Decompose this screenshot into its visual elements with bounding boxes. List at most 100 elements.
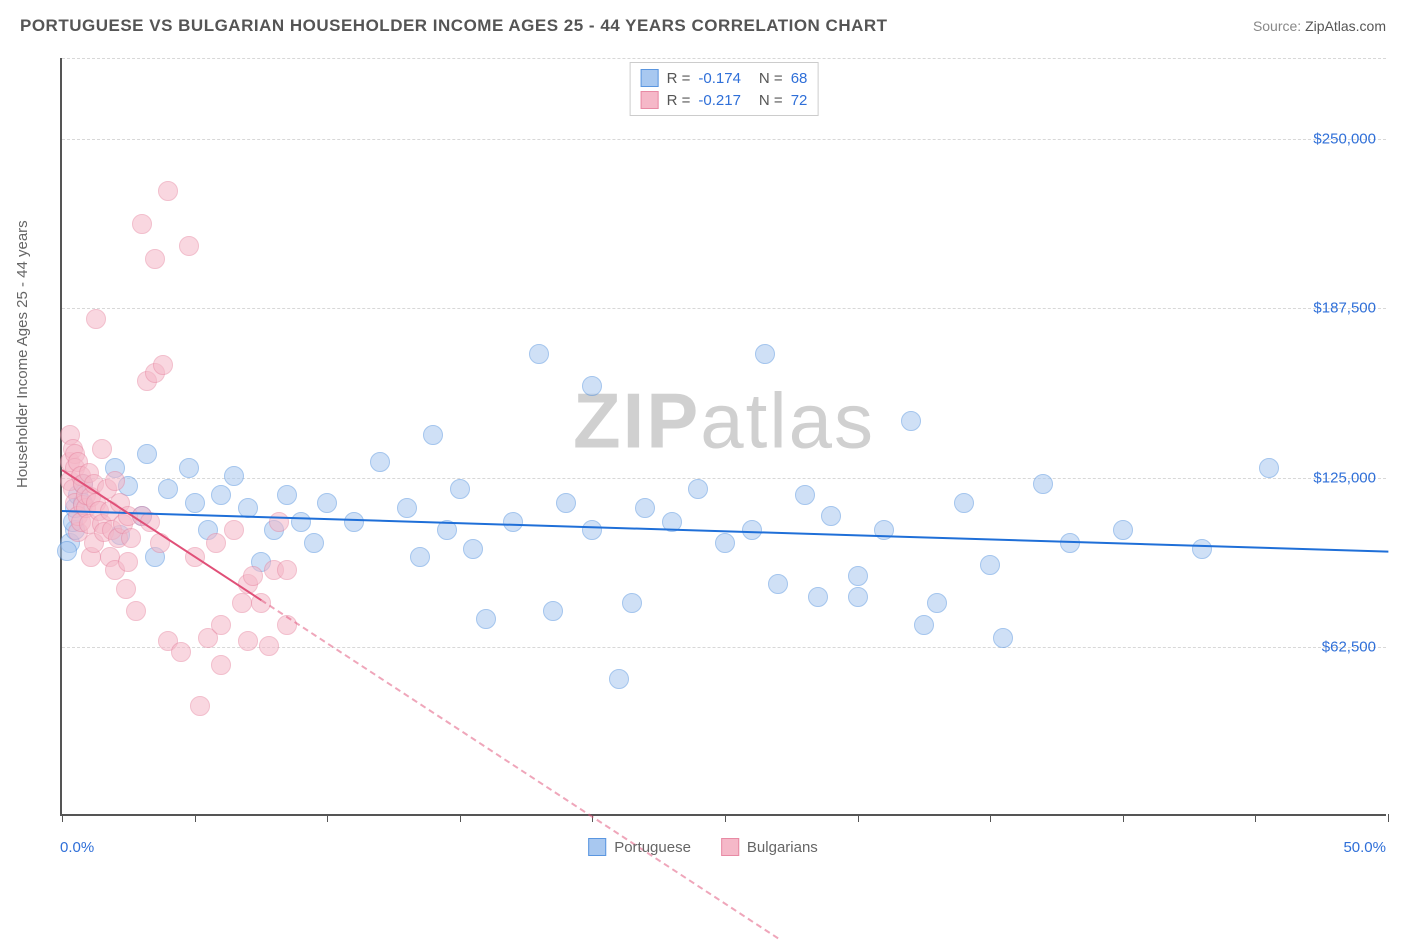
scatter-point xyxy=(397,498,417,518)
chart-title: PORTUGUESE VS BULGARIAN HOUSEHOLDER INCO… xyxy=(20,16,888,36)
scatter-point xyxy=(86,309,106,329)
x-axis-max-label: 50.0% xyxy=(1343,839,1386,856)
y-tick-label: $125,000 xyxy=(1313,469,1376,486)
scatter-point xyxy=(238,631,258,651)
scatter-point xyxy=(150,533,170,553)
scatter-point xyxy=(116,579,136,599)
x-tick xyxy=(1123,814,1124,822)
scatter-point xyxy=(137,444,157,464)
n-label: N = xyxy=(759,70,783,87)
scatter-point xyxy=(118,552,138,572)
legend-swatch xyxy=(641,91,659,109)
n-value: 68 xyxy=(791,70,808,87)
scatter-point xyxy=(132,214,152,234)
r-value: -0.174 xyxy=(698,70,741,87)
x-axis-min-label: 0.0% xyxy=(60,839,94,856)
scatter-point xyxy=(543,601,563,621)
scatter-point xyxy=(370,452,390,472)
scatter-point xyxy=(715,533,735,553)
scatter-point xyxy=(476,609,496,629)
legend-label: Bulgarians xyxy=(747,839,818,856)
scatter-point xyxy=(993,628,1013,648)
scatter-point xyxy=(1113,520,1133,540)
scatter-point xyxy=(179,458,199,478)
gridline xyxy=(62,478,1386,479)
scatter-point xyxy=(450,479,470,499)
scatter-point xyxy=(291,512,311,532)
source-attribution: Source: ZipAtlas.com xyxy=(1253,18,1386,34)
scatter-point xyxy=(190,696,210,716)
scatter-point xyxy=(269,512,289,532)
legend-item: Bulgarians xyxy=(721,838,818,856)
r-value: -0.217 xyxy=(698,92,741,109)
scatter-point xyxy=(277,485,297,505)
scatter-point xyxy=(153,355,173,375)
correlation-row: R = -0.217 N = 72 xyxy=(641,89,808,111)
scatter-point xyxy=(795,485,815,505)
scatter-point xyxy=(742,520,762,540)
scatter-point xyxy=(158,479,178,499)
scatter-point xyxy=(622,593,642,613)
scatter-point xyxy=(914,615,934,635)
scatter-point xyxy=(243,566,263,586)
scatter-point xyxy=(848,566,868,586)
legend-swatch xyxy=(588,838,606,856)
y-tick-label: $62,500 xyxy=(1322,638,1376,655)
source-label: Source: xyxy=(1253,18,1305,34)
source-value: ZipAtlas.com xyxy=(1305,18,1386,34)
scatter-point xyxy=(185,493,205,513)
scatter-point xyxy=(317,493,337,513)
gridline xyxy=(62,308,1386,309)
r-label: R = xyxy=(667,92,691,109)
scatter-point xyxy=(768,574,788,594)
scatter-point xyxy=(1060,533,1080,553)
scatter-point xyxy=(277,560,297,580)
scatter-point xyxy=(206,533,226,553)
scatter-point xyxy=(901,411,921,431)
scatter-point xyxy=(304,533,324,553)
scatter-point xyxy=(158,181,178,201)
scatter-point xyxy=(1259,458,1279,478)
chart-area: Householder Income Ages 25 - 44 years ZI… xyxy=(0,58,1406,858)
x-tick xyxy=(990,814,991,822)
x-tick xyxy=(460,814,461,822)
scatter-point xyxy=(145,249,165,269)
series-legend: PortugueseBulgarians xyxy=(588,838,818,856)
scatter-point xyxy=(635,498,655,518)
y-tick-label: $187,500 xyxy=(1313,300,1376,317)
scatter-point xyxy=(92,439,112,459)
n-label: N = xyxy=(759,92,783,109)
scatter-point xyxy=(529,344,549,364)
scatter-point xyxy=(609,669,629,689)
scatter-point xyxy=(755,344,775,364)
scatter-point xyxy=(211,485,231,505)
scatter-point xyxy=(927,593,947,613)
scatter-point xyxy=(211,655,231,675)
scatter-point xyxy=(848,587,868,607)
scatter-point xyxy=(556,493,576,513)
scatter-point xyxy=(688,479,708,499)
scatter-point xyxy=(344,512,364,532)
plot-region: ZIPatlas R = -0.174 N = 68 R = -0.217 N = 7… xyxy=(60,58,1386,816)
n-value: 72 xyxy=(791,92,808,109)
scatter-point xyxy=(954,493,974,513)
watermark: ZIPatlas xyxy=(573,375,875,466)
legend-swatch xyxy=(641,69,659,87)
gridline xyxy=(62,58,1386,59)
x-tick xyxy=(62,814,63,822)
x-tick xyxy=(1388,814,1389,822)
trend-line-extrapolated xyxy=(260,600,778,940)
gridline xyxy=(62,139,1386,140)
scatter-point xyxy=(121,528,141,548)
scatter-point xyxy=(423,425,443,445)
scatter-point xyxy=(1033,474,1053,494)
x-tick xyxy=(858,814,859,822)
scatter-point xyxy=(582,376,602,396)
scatter-point xyxy=(57,541,77,561)
correlation-row: R = -0.174N = 68 xyxy=(641,67,808,89)
scatter-point xyxy=(232,593,252,613)
legend-swatch xyxy=(721,838,739,856)
scatter-point xyxy=(410,547,430,567)
scatter-point xyxy=(259,636,279,656)
scatter-point xyxy=(224,520,244,540)
